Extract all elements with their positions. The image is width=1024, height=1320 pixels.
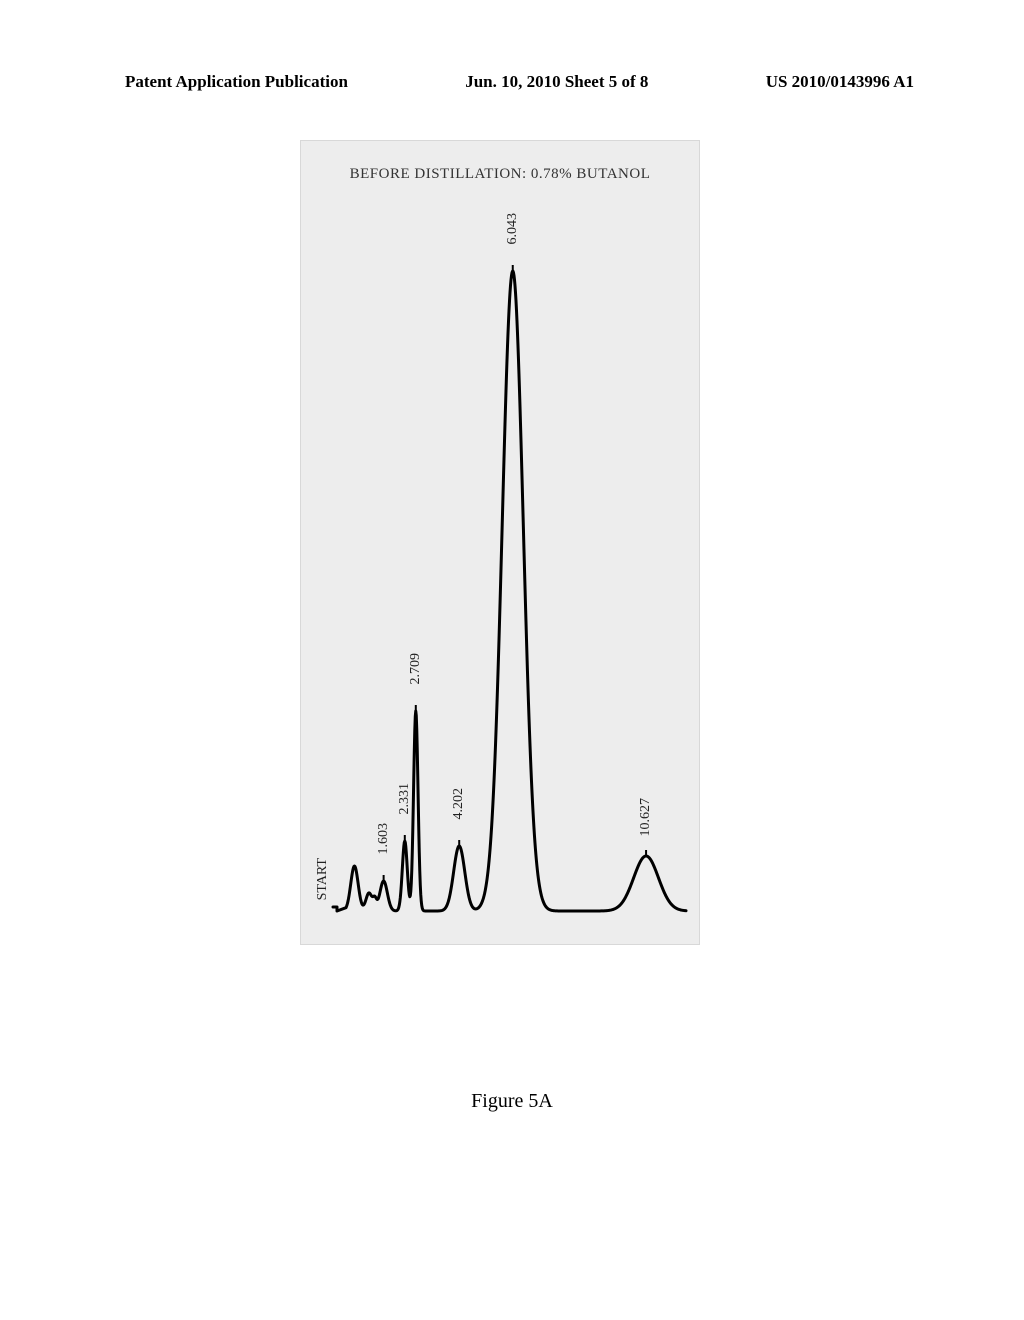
chromatogram-chart: BEFORE DISTILLATION: 0.78% BUTANOL START…	[300, 140, 700, 945]
peak-label: 2.709	[408, 653, 424, 685]
header-center: Jun. 10, 2010 Sheet 5 of 8	[465, 72, 648, 92]
header-right: US 2010/0143996 A1	[766, 72, 914, 92]
patent-header: Patent Application Publication Jun. 10, …	[0, 72, 1024, 92]
start-label: START	[315, 858, 331, 900]
peak-label: 10.627	[638, 798, 654, 837]
peak-label: 1.603	[376, 823, 392, 855]
peak-label: 6.043	[505, 213, 521, 245]
figure-caption: Figure 5A	[0, 1090, 1024, 1113]
header-left: Patent Application Publication	[125, 72, 348, 92]
peak-label: 2.331	[397, 783, 413, 815]
peak-label: 4.202	[451, 788, 467, 820]
